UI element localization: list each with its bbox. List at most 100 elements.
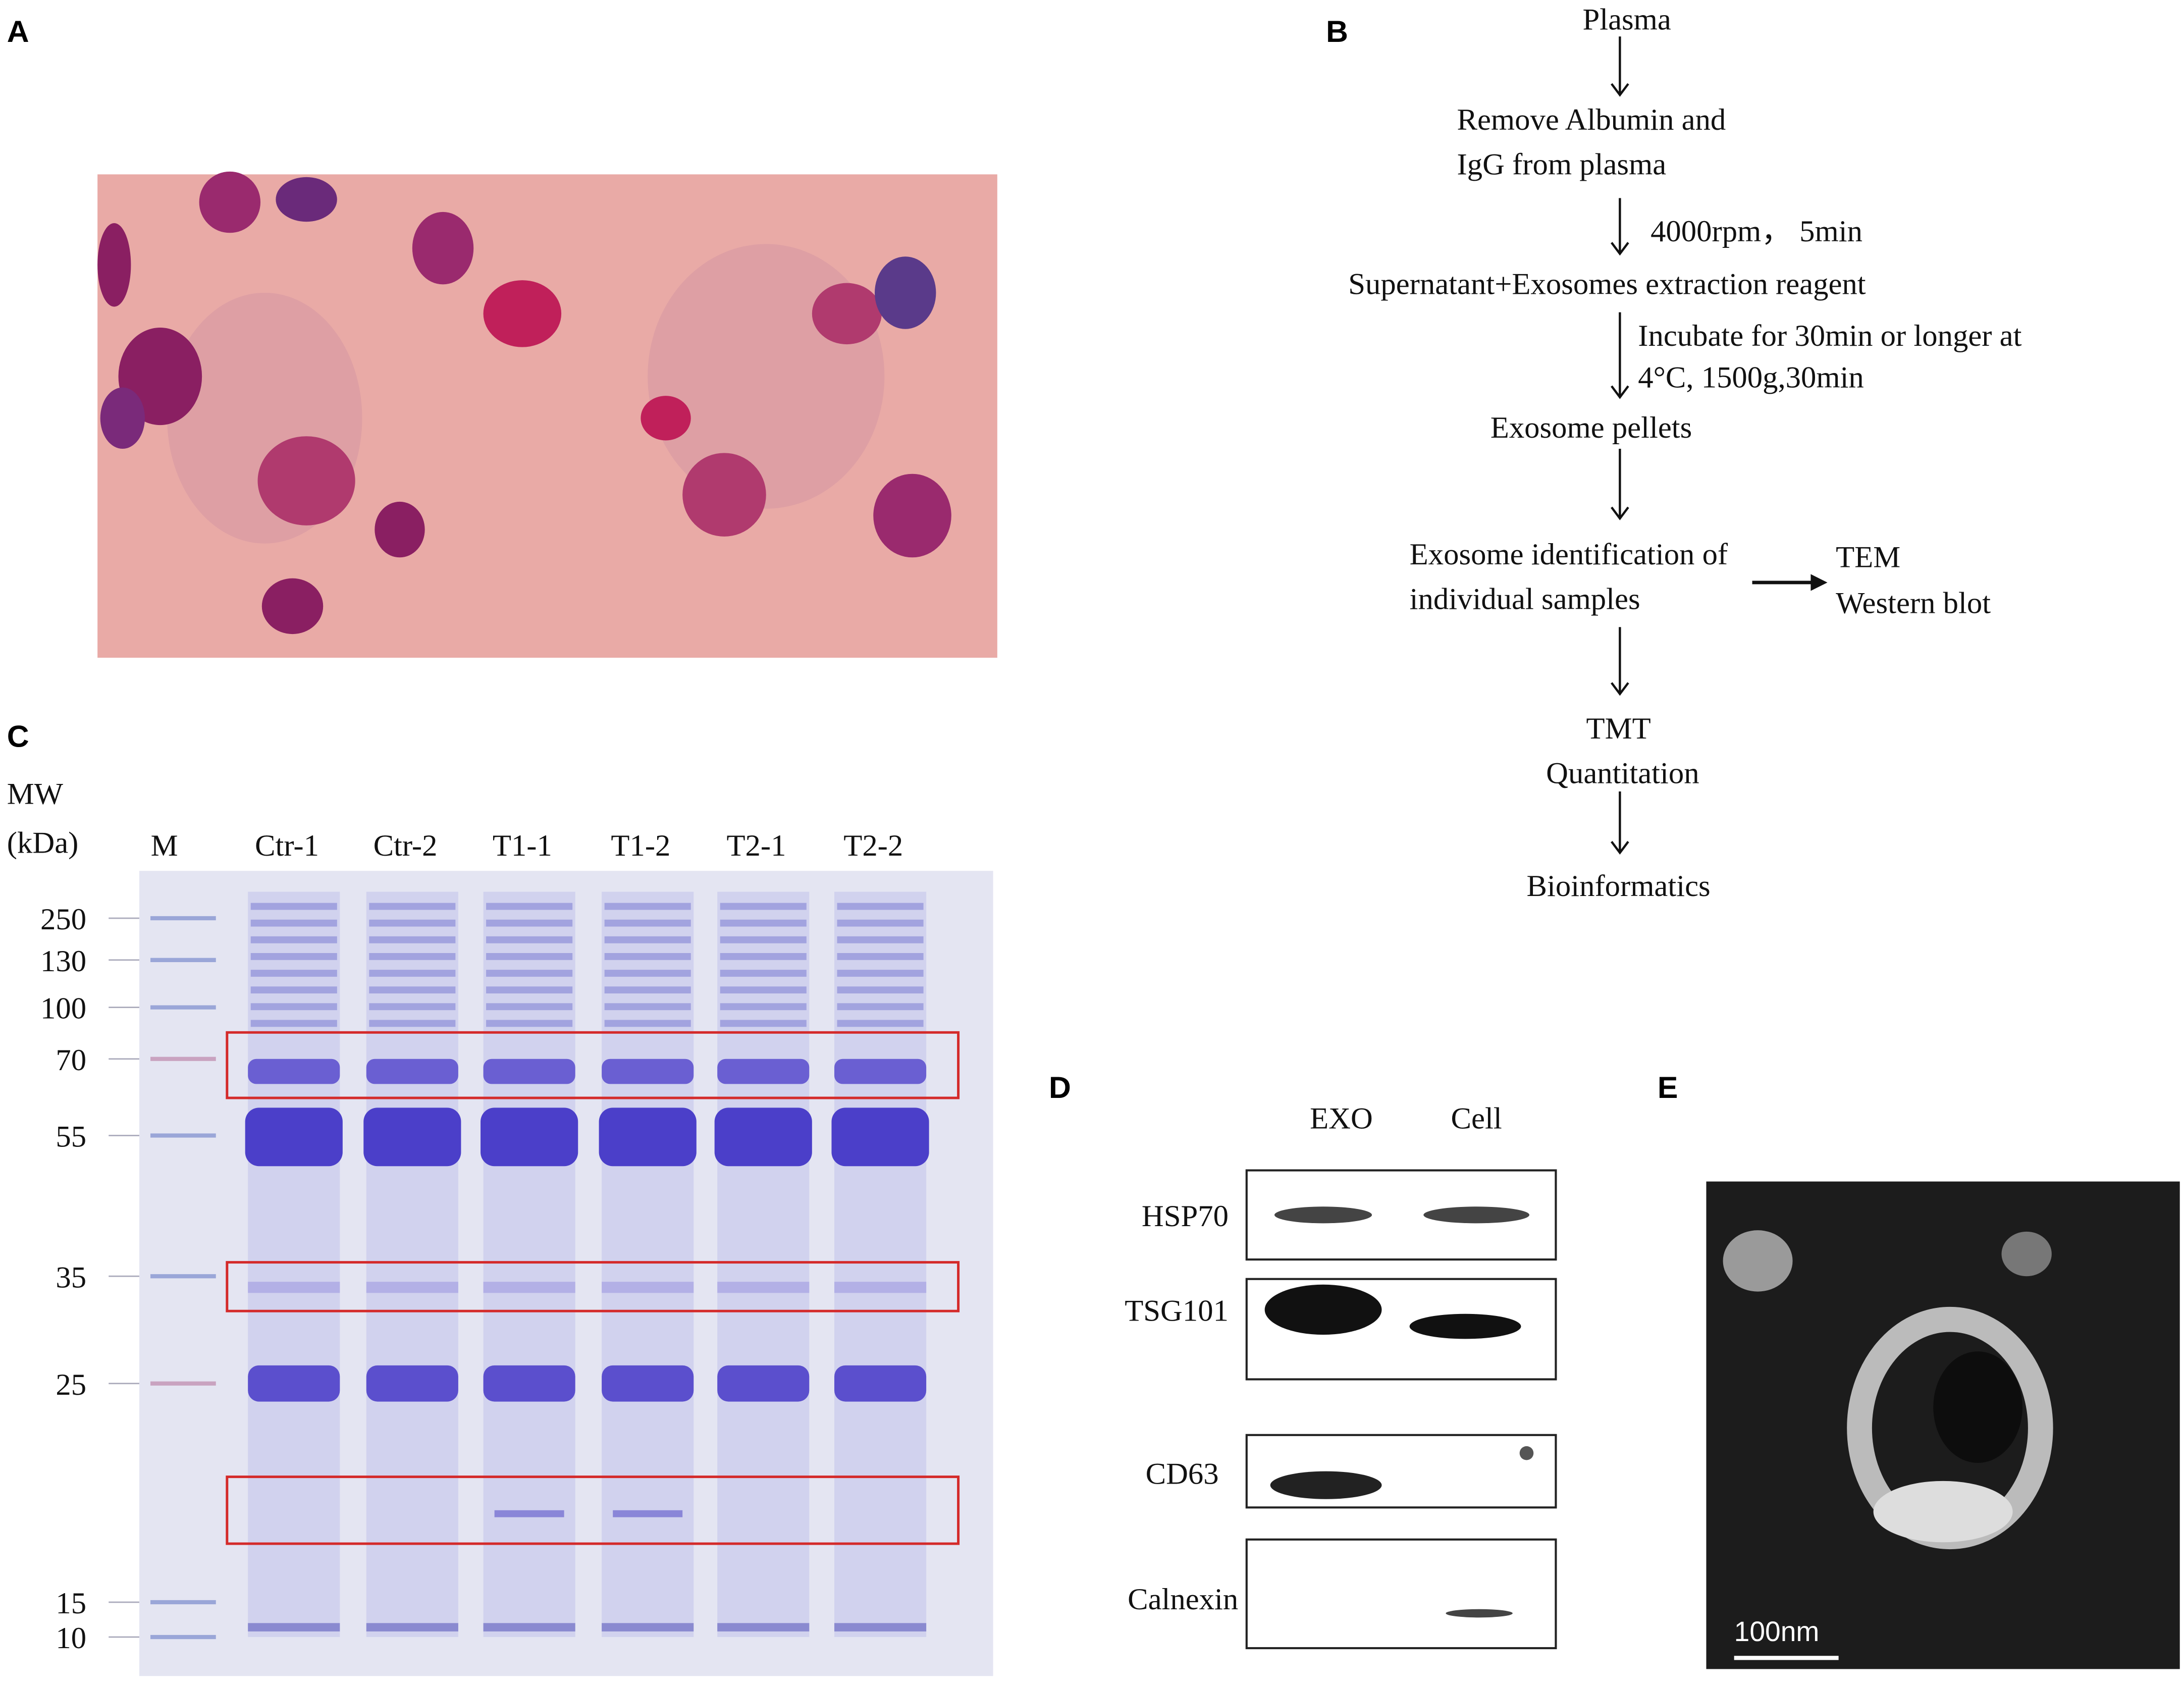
band <box>250 953 337 960</box>
flow-step: Remove Albumin and <box>1457 103 1726 137</box>
scale-bar-label: 100nm <box>1734 1616 1820 1647</box>
band <box>720 970 807 977</box>
lane-label: T1-2 <box>611 829 670 863</box>
highlight-boxes <box>226 1031 960 1545</box>
marker-label: 55 <box>56 1120 86 1154</box>
band <box>834 1365 927 1402</box>
band <box>604 919 691 927</box>
flow-step: Plasma <box>1582 3 1671 36</box>
marker-label: 100 <box>40 992 86 1026</box>
band <box>369 919 456 927</box>
lane-label: M <box>151 829 178 863</box>
band <box>486 986 573 994</box>
band <box>369 986 456 994</box>
band <box>250 1020 337 1027</box>
band <box>369 936 456 943</box>
lane-smear <box>717 891 810 1637</box>
flow-step: Quantitation <box>1546 756 1699 790</box>
band <box>250 986 337 994</box>
band <box>720 953 807 960</box>
band <box>834 1059 927 1084</box>
panel-label: E <box>1658 1070 1678 1104</box>
band <box>250 1003 337 1011</box>
band <box>837 903 924 910</box>
band <box>837 1003 924 1011</box>
lane-label: Ctr-1 <box>255 829 319 863</box>
arrow <box>1810 574 1828 591</box>
panel-label: D <box>1049 1070 1071 1104</box>
band <box>248 1365 340 1402</box>
panel-label: A <box>7 14 29 48</box>
band <box>486 919 573 927</box>
band <box>250 919 337 927</box>
gel-bands: M Ctr-1 Ctr-2 T1-1 T1-2 T2-1 T2-2 250 130 100 70 55… <box>40 829 929 1655</box>
band <box>604 986 691 994</box>
axis-title: (kDa) <box>7 826 79 860</box>
marker-label: 15 <box>56 1587 86 1620</box>
lane-label: T2-1 <box>726 829 786 863</box>
band <box>483 1059 575 1084</box>
lane-smear <box>366 891 458 1637</box>
column-label: EXO <box>1310 1102 1373 1136</box>
band <box>714 1108 812 1167</box>
flow-condition: 4°C, 1500g,30min <box>1638 361 1864 395</box>
band <box>717 1282 810 1293</box>
band <box>837 970 924 977</box>
tem-image <box>1706 1181 2180 1669</box>
band <box>369 1003 456 1011</box>
band <box>602 1059 694 1084</box>
column-label: Cell <box>1451 1102 1502 1136</box>
band <box>369 970 456 977</box>
band <box>369 1020 456 1027</box>
band <box>837 1020 924 1027</box>
band <box>369 903 456 910</box>
panel-label: B <box>1326 14 1348 48</box>
band <box>248 1623 340 1631</box>
band <box>486 1020 573 1027</box>
band <box>250 903 337 910</box>
band <box>720 1003 807 1011</box>
band <box>834 1282 927 1293</box>
marker-label: 250 <box>40 903 86 936</box>
band <box>604 953 691 960</box>
lane-label: T2-2 <box>843 829 903 863</box>
band <box>837 919 924 927</box>
lane-label: Ctr-2 <box>374 829 438 863</box>
marker-label: 130 <box>40 944 86 978</box>
band <box>717 1059 810 1084</box>
flow-method: Western blot <box>1836 587 1991 620</box>
band <box>720 1020 807 1027</box>
band <box>602 1282 694 1293</box>
band <box>717 1365 810 1402</box>
flow-condition: Incubate for 30min or longer at <box>1638 319 2021 353</box>
arrow <box>1611 198 1629 256</box>
marker-label: 70 <box>56 1043 86 1077</box>
band <box>366 1365 458 1402</box>
band <box>604 1003 691 1011</box>
flow-arrows <box>1611 36 1828 855</box>
band <box>604 936 691 943</box>
band <box>720 903 807 910</box>
row-label: Calnexin <box>1128 1583 1238 1616</box>
band <box>366 1282 458 1293</box>
band <box>363 1108 461 1167</box>
band <box>481 1108 578 1167</box>
arrow <box>1611 791 1629 855</box>
flow-step: Bioinformatics <box>1527 869 1711 903</box>
band <box>483 1282 575 1293</box>
lane-smear <box>834 891 927 1637</box>
arrow <box>1611 449 1629 520</box>
band <box>245 1108 343 1167</box>
flow-step: individual samples <box>1410 582 1640 616</box>
band <box>837 986 924 994</box>
band <box>483 1623 575 1631</box>
band <box>602 1365 694 1402</box>
band <box>602 1623 694 1631</box>
band <box>604 1020 691 1027</box>
flow-method: TEM <box>1836 541 1900 574</box>
band <box>486 903 573 910</box>
axis-title: MW <box>7 777 64 811</box>
band <box>837 953 924 960</box>
band <box>604 903 691 910</box>
